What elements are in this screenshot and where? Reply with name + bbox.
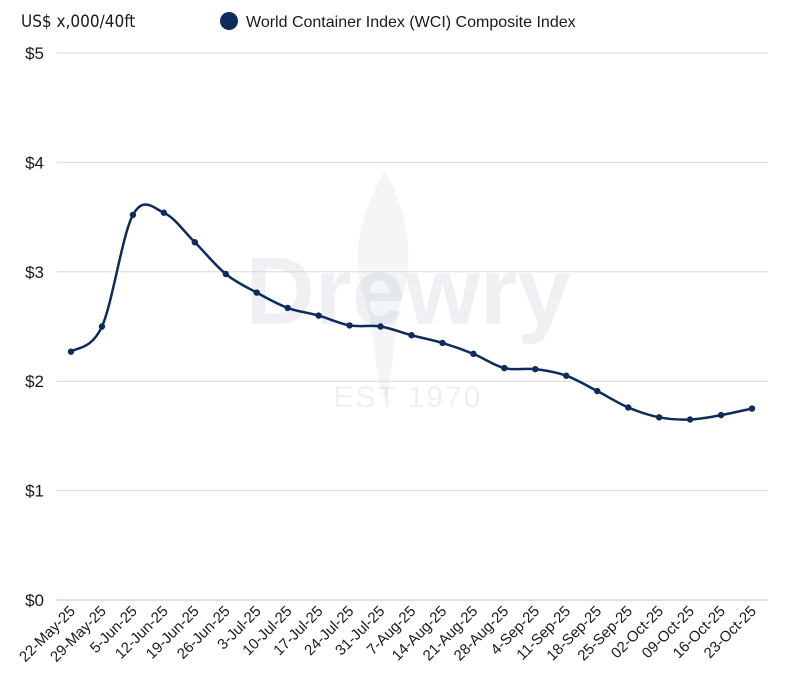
gridlines [57,52,768,601]
flame-logo-icon [357,170,409,400]
data-point [624,404,632,411]
data-point [439,339,446,347]
y-tick-label: $0 [25,591,44,610]
y-tick-label: $3 [25,263,44,282]
legend-marker [220,12,238,30]
drewry-watermark: Drewry EST 1970 [245,170,571,414]
x-axis-ticks: 22-May-2529-May-255-Jun-2512-Jun-2519-Ju… [16,603,760,666]
y-tick-label: $5 [25,44,44,63]
data-point [686,416,694,423]
data-point [284,304,291,312]
legend-label: World Container Index (WCI) Composite In… [246,14,576,31]
data-point [191,239,199,246]
y-tick-label: $1 [25,482,44,501]
data-point [748,405,756,412]
data-point [129,211,137,219]
data-point [408,332,415,339]
watermark-logo-text: Drewry [245,238,571,345]
data-point [67,348,75,355]
series-world-container-index [67,203,756,423]
data-point [222,270,229,278]
watermark-tagline: EST 1970 [334,381,483,414]
data-point [501,364,508,372]
data-point [253,289,260,296]
y-tick-label: $4 [25,153,44,172]
data-point [315,312,322,319]
y-axis-unit-label: US$ x,000/40ft [21,12,135,32]
data-point [532,365,539,373]
data-point [470,350,477,358]
data-point [377,323,384,330]
data-point [563,372,570,379]
data-point [346,322,353,329]
y-axis-ticks: $0 $1 $2 $3 $4 $5 [25,44,44,610]
data-point [717,411,725,419]
data-point [160,209,168,216]
data-point [655,414,663,421]
legend: World Container Index (WCI) Composite In… [220,12,576,31]
y-tick-label: $2 [25,372,44,391]
data-point [594,387,601,395]
data-point [98,323,106,330]
